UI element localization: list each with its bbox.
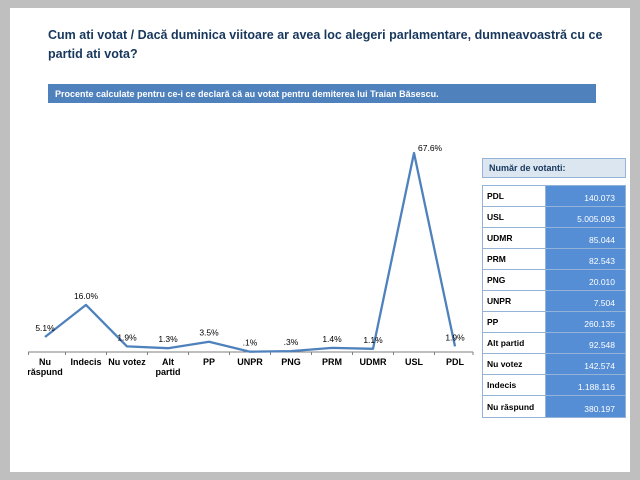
slide-title: Cum ati votat / Dacă duminica viitoare a… — [48, 28, 603, 61]
x-axis-category-line: Alt — [162, 357, 174, 367]
data-point-label: .3% — [284, 337, 299, 347]
x-axis-category-label: Nu răspund — [28, 357, 63, 377]
data-point-label: 1.9% — [445, 332, 465, 342]
x-axis-category-label: UNPR — [237, 357, 263, 367]
votes-table-row: UDMR 85.044 — [483, 228, 625, 249]
x-axis-category-line: răspund — [28, 367, 63, 377]
data-point-label: 3.5% — [199, 328, 219, 338]
x-axis-category-label: UDMR — [360, 357, 387, 367]
subtitle-banner: Procente calculate pentru ce-i ce declar… — [48, 84, 596, 103]
x-axis-category-label: Alt partid — [155, 357, 180, 377]
data-point-label: 1.1% — [363, 335, 383, 345]
votes-table-row: Indecis 1.188.116 — [483, 375, 625, 396]
data-point-label: 1.4% — [322, 334, 342, 344]
x-axis-category-line: partid — [155, 367, 180, 377]
votes-table-row-label: PP — [483, 312, 546, 333]
votes-table-row: UNPR 7.504 — [483, 291, 625, 312]
votes-table-row: Alt partid 92.548 — [483, 333, 625, 354]
presentation-slide: Cum ati votat / Dacă duminica viitoare a… — [10, 8, 630, 472]
data-line — [44, 151, 457, 353]
votes-table-row-value: 142.574 — [546, 354, 625, 375]
votes-table-row-value: 82.543 — [546, 249, 625, 270]
votes-table-row: PRM 82.543 — [483, 249, 625, 270]
votes-table-row: PDL 140.073 — [483, 186, 625, 207]
votes-table-row-label: PNG — [483, 270, 546, 291]
votes-table-row: PNG 20.010 — [483, 270, 625, 291]
votes-table-row-value: 260.135 — [546, 312, 625, 333]
votes-table-row-label: Indecis — [483, 375, 546, 396]
data-point-label: .1% — [243, 338, 258, 348]
votes-table-row: USL 5.005.093 — [483, 207, 625, 228]
votes-table-row-value: 92.548 — [546, 333, 625, 354]
votes-table-row: Nu răspund 380.197 — [483, 396, 625, 417]
votes-table-row-label: PDL — [483, 186, 546, 207]
votes-table-row-label: USL — [483, 207, 546, 228]
votes-table-row-value: 140.073 — [546, 186, 625, 207]
votes-table-row-value: 85.044 — [546, 228, 625, 249]
votes-table-row-label: Nu votez — [483, 354, 546, 375]
x-axis-category-label: PP — [203, 357, 215, 367]
votes-table-row-label: PRM — [483, 249, 546, 270]
votes-table-row-value: 1.188.116 — [546, 375, 625, 396]
x-axis-category-label: USL — [405, 357, 424, 367]
votes-table-row: Nu votez 142.574 — [483, 354, 625, 375]
x-axis-category-label: Indecis — [70, 357, 101, 367]
data-point-label: 1.3% — [158, 334, 178, 344]
votes-table-row: PP 260.135 — [483, 312, 625, 333]
x-axis-category-label: PNG — [281, 357, 301, 367]
votes-table-body: PDL 140.073 USL 5.005.093 UDMR 85.044 PRM 82.54… — [482, 185, 626, 418]
x-axis-category-label: PDL — [446, 357, 465, 367]
line-chart: 5.1% 16.0% 1.9% 1.3% 3.5% .1% .3% 1.4% 1.1% 67.6%… — [28, 130, 480, 392]
votes-table-row-value: 20.010 — [546, 270, 625, 291]
data-point-label: 67.6% — [418, 143, 443, 153]
votes-table-row-value: 5.005.093 — [546, 207, 625, 228]
votes-table-row-value: 380.197 — [546, 396, 625, 417]
data-point-label: 5.1% — [35, 323, 55, 333]
data-point-label: 1.9% — [117, 332, 137, 342]
votes-table-row-label: Alt partid — [483, 333, 546, 354]
votes-table-row-value: 7.504 — [546, 291, 625, 312]
votes-table: Număr de votanti: PDL 140.073 USL 5.005.093… — [482, 158, 626, 418]
line-chart-svg: 5.1% 16.0% 1.9% 1.3% 3.5% .1% .3% 1.4% 1.1% 67.6%… — [28, 143, 474, 377]
votes-table-title: Număr de votanti: — [482, 158, 626, 178]
votes-table-row-label: Nu răspund — [483, 396, 546, 417]
x-axis-category-line: Nu — [39, 357, 51, 367]
x-axis-category-label: Nu votez — [108, 357, 146, 367]
x-axis-category-label: PRM — [322, 357, 342, 367]
votes-table-row-label: UDMR — [483, 228, 546, 249]
votes-table-row-label: UNPR — [483, 291, 546, 312]
data-point-label: 16.0% — [74, 291, 99, 301]
